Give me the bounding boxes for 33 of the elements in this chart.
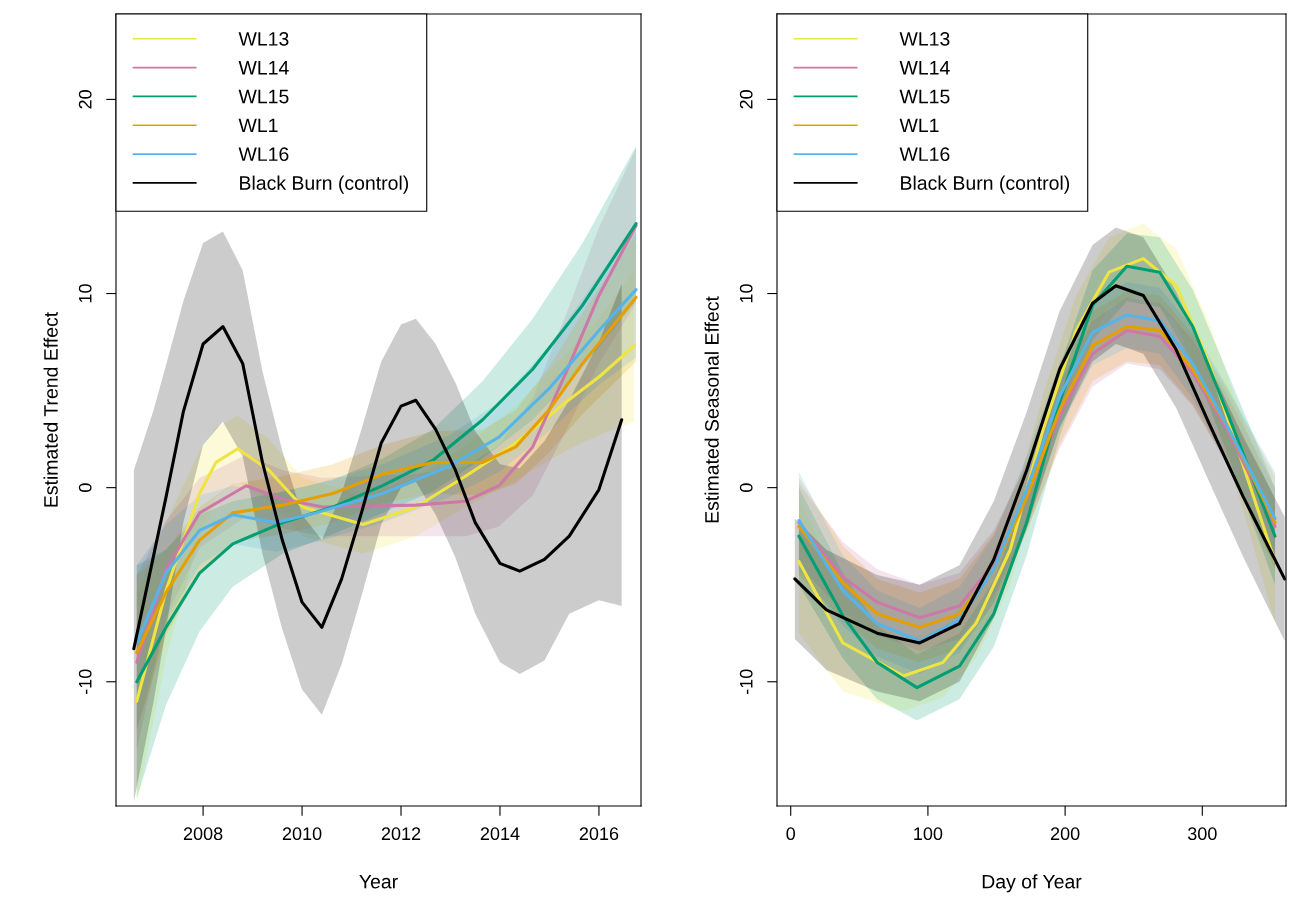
legend-label: WL16 — [899, 147, 950, 162]
legend-label: Black Burn (control) — [240, 175, 409, 194]
x-tick-label: 2014 — [480, 827, 520, 841]
y-tick-label: 0 — [739, 483, 753, 492]
x-tick-label: 100 — [914, 827, 943, 841]
x-tick-label: 200 — [1050, 827, 1080, 841]
legend-label: Black Burn (control) — [901, 175, 1070, 194]
legend-label: WL16 — [238, 147, 289, 162]
y-tick-label: 0 — [78, 483, 92, 492]
x-tick-label: 2008 — [183, 827, 223, 841]
legend-label: WL1 — [238, 118, 278, 133]
legend-label: WL13 — [238, 32, 289, 46]
x-axis-title: Day of Year — [982, 874, 1082, 893]
y-axis-title: Estimated Trend Effect — [43, 311, 58, 507]
x-tick-label: 0 — [786, 827, 796, 841]
legend-label: WL14 — [899, 61, 950, 75]
y-tick-label: -10 — [78, 669, 92, 695]
x-tick-label: 2010 — [282, 827, 322, 841]
y-tick-label: 20 — [739, 90, 753, 109]
x-axis-title: Year — [359, 874, 398, 889]
y-tick-label: 10 — [78, 284, 92, 303]
y-tick-label: -10 — [739, 669, 753, 695]
x-tick-label: 300 — [1187, 827, 1217, 841]
legend-label: WL15 — [238, 89, 289, 104]
y-tick-label: 20 — [78, 90, 92, 109]
legend-label: WL14 — [238, 61, 289, 75]
y-axis-title: Estimated Seasonal Effect — [704, 296, 719, 523]
legend-label: WL13 — [899, 32, 950, 46]
legend-label: WL15 — [899, 89, 950, 104]
x-tick-label: 2012 — [381, 827, 421, 841]
x-tick-label: 2016 — [579, 827, 619, 841]
y-tick-label: 10 — [739, 284, 753, 303]
legend-label: WL1 — [899, 118, 939, 133]
